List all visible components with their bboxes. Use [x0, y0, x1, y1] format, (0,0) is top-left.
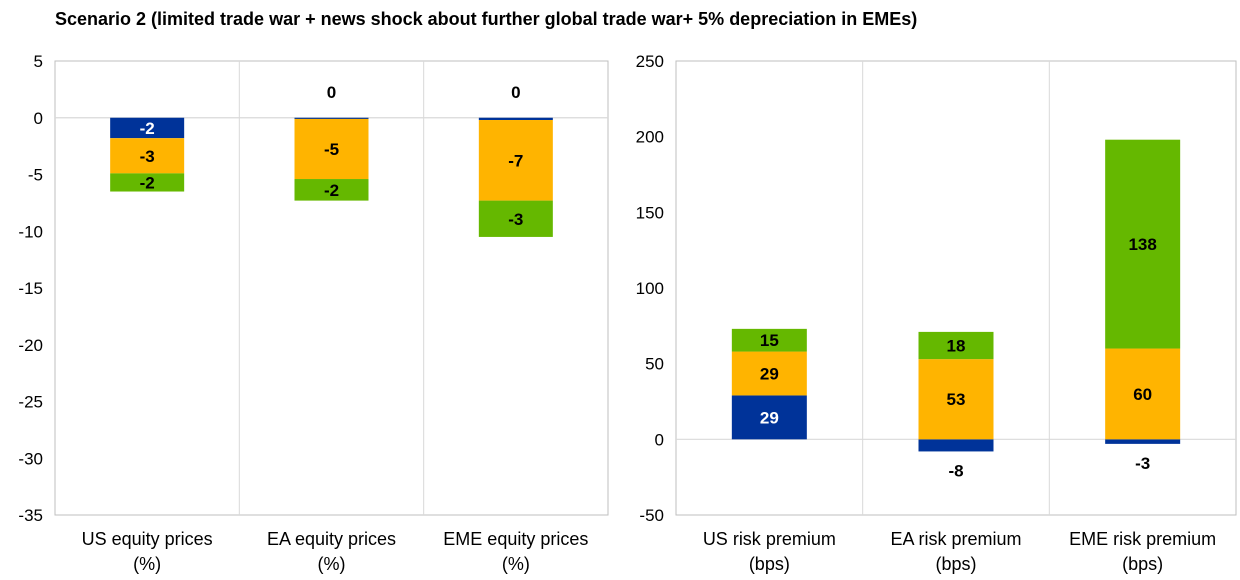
x-category-label: EA risk premium [890, 529, 1021, 549]
x-category-unit: (%) [133, 554, 161, 574]
y-tick-label: -15 [18, 279, 43, 298]
data-label: -3 [508, 210, 523, 229]
x-category-unit: (bps) [749, 554, 790, 574]
data-label: -2 [140, 119, 155, 138]
bar-segment-orange [731, 351, 807, 396]
y-tick-label: -5 [28, 166, 43, 185]
data-label: 0 [511, 83, 520, 102]
data-label: -3 [140, 147, 155, 166]
data-label: 0 [327, 83, 336, 102]
y-tick-label: -10 [18, 222, 43, 241]
bar-segment-green [1105, 139, 1181, 349]
data-label: 60 [1133, 385, 1152, 404]
bar-segment-green [918, 331, 994, 360]
y-tick-label: -30 [18, 449, 43, 468]
data-label: -3 [1135, 454, 1150, 473]
chart-title: Scenario 2 (limited trade war + news sho… [55, 9, 918, 29]
data-label: 138 [1128, 235, 1156, 254]
y-tick-label: -20 [18, 336, 43, 355]
x-category-unit: (%) [318, 554, 346, 574]
y-tick-label: 50 [645, 355, 664, 374]
x-category-label: US equity prices [82, 529, 213, 549]
x-category-unit: (%) [502, 554, 530, 574]
x-category-label: EME risk premium [1069, 529, 1216, 549]
data-label: 53 [947, 390, 966, 409]
plot-frame [675, 60, 1237, 516]
chart-panel-2: 250 200 150 100 50 0 -50 US risk premium (bps) EA… [636, 52, 1237, 574]
bar-segment-orange [110, 138, 185, 174]
bar-segment-blue [731, 395, 807, 440]
bar-segment-blue [110, 117, 185, 139]
x-category-label: EA equity prices [267, 529, 396, 549]
y-tick-label: -25 [18, 393, 43, 412]
y-tick-label: 100 [636, 279, 664, 298]
plot-frame [54, 60, 609, 516]
x-category-unit: (bps) [935, 554, 976, 574]
bar-segment-green [478, 200, 553, 237]
bar-segment-orange [478, 120, 553, 201]
y-tick-label: 0 [34, 109, 43, 128]
bar-segment-green [110, 173, 185, 192]
y-tick-label: 250 [636, 52, 664, 71]
data-label: -8 [948, 461, 963, 480]
y-tick-label: 200 [636, 128, 664, 147]
bar-segment-blue [918, 439, 994, 452]
x-category-label: EME equity prices [443, 529, 588, 549]
data-label: -2 [324, 181, 339, 200]
bar-segment-orange [294, 118, 369, 180]
data-label: 18 [947, 337, 966, 356]
bar-segment-green [731, 328, 807, 352]
data-label: -7 [508, 151, 523, 170]
x-category-label: US risk premium [703, 529, 836, 549]
data-label: 15 [760, 331, 779, 350]
data-label: -2 [140, 173, 155, 192]
bar-segment-blue [294, 117, 369, 120]
y-tick-label: 0 [655, 430, 664, 449]
data-label: 29 [760, 365, 779, 384]
y-tick-label: -35 [18, 506, 43, 525]
y-tick-label: 5 [34, 52, 43, 71]
y-tick-label: -50 [639, 506, 664, 525]
bar-segment-green [294, 179, 369, 201]
data-label: -5 [324, 140, 339, 159]
bar-segment-blue [478, 117, 553, 121]
bar-segment-blue [1105, 439, 1181, 444]
x-category-unit: (bps) [1122, 554, 1163, 574]
data-label: 29 [760, 408, 779, 427]
bar-segment-orange [918, 359, 994, 440]
bar-segment-orange [1105, 348, 1181, 440]
y-tick-label: 150 [636, 203, 664, 222]
